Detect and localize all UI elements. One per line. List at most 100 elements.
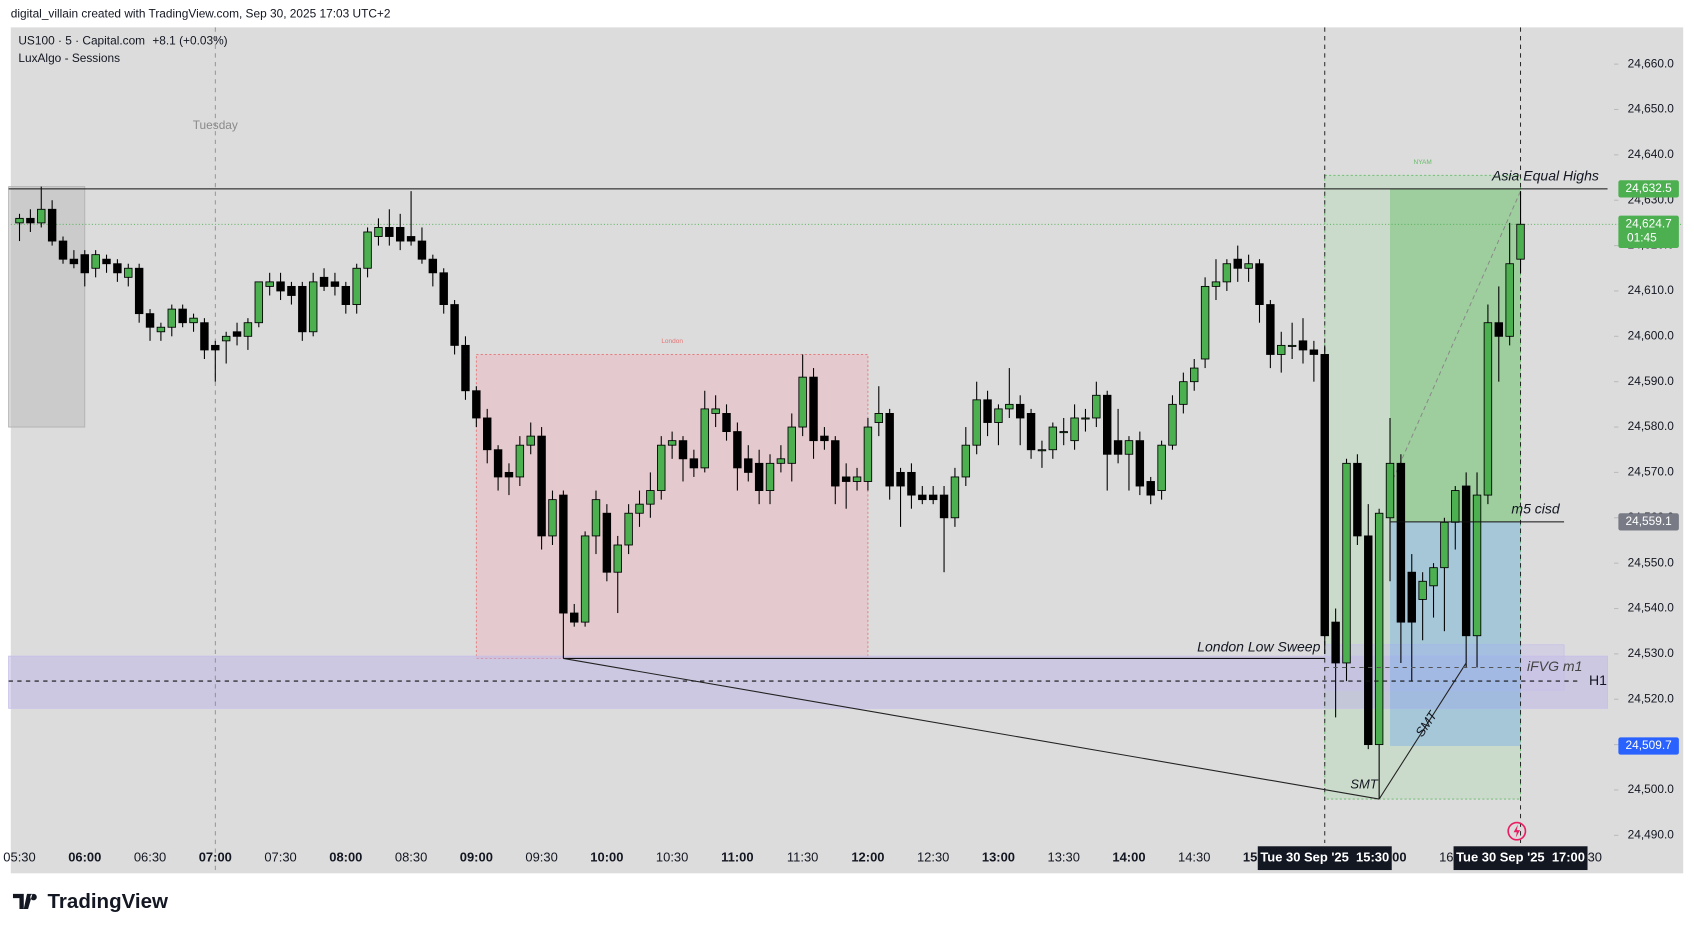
- session-label: NYAM: [1414, 159, 1432, 166]
- candle-body: [820, 435, 829, 442]
- y-tick-label: 24,540.0: [1628, 601, 1675, 615]
- x-tick-label: 09:00: [460, 850, 493, 865]
- candle-body: [461, 344, 470, 392]
- candle-body: [831, 440, 840, 487]
- candle-body: [1353, 462, 1362, 537]
- candle-body: [483, 417, 492, 451]
- candle-body: [472, 390, 481, 419]
- smt-line: [563, 657, 1380, 800]
- candle-body: [841, 476, 851, 482]
- session-label: London: [661, 338, 683, 345]
- candle-body: [1266, 304, 1275, 355]
- candle-body: [330, 281, 340, 287]
- crosshair-time-box: [1453, 846, 1588, 871]
- candle-body: [950, 476, 960, 519]
- candle-body: [1222, 263, 1232, 283]
- annotation-label: m5 cisd: [1511, 501, 1561, 517]
- candle-body: [1200, 285, 1210, 360]
- fvg-band: [8, 655, 1608, 709]
- candle-body: [961, 444, 971, 478]
- candle-body: [646, 490, 655, 505]
- candle-body: [178, 308, 187, 324]
- candle-body: [1026, 413, 1036, 451]
- candle-body: [1418, 580, 1427, 600]
- candle-body: [113, 263, 122, 274]
- annotation-label: H1: [1589, 672, 1607, 688]
- x-tick-label: 06:30: [134, 850, 166, 865]
- price-label: 24,559.1: [1626, 514, 1673, 528]
- candle-body: [200, 322, 209, 351]
- x-tick-label: 11:00: [721, 850, 753, 865]
- y-tick-label: 24,600.0: [1628, 328, 1675, 342]
- annotation-label: London Low Sweep: [1197, 638, 1320, 654]
- x-tick-label: 12:30: [917, 850, 949, 865]
- alert-circle: [1507, 821, 1527, 841]
- candle-body: [26, 217, 35, 224]
- candle-body: [47, 208, 57, 242]
- y-tick-label: 24,500.0: [1628, 782, 1675, 796]
- candle-body: [374, 227, 383, 237]
- candle-body: [134, 267, 144, 315]
- y-tick-label: 24,530.0: [1628, 646, 1675, 660]
- candle-body: [352, 267, 361, 305]
- candle-body: [254, 281, 264, 324]
- candle-body: [308, 281, 318, 333]
- x-tick-label: 13:30: [1047, 850, 1079, 865]
- candle-body: [559, 494, 568, 614]
- price-label-box: [1618, 180, 1679, 198]
- candle-body: [1483, 322, 1493, 496]
- candle-body: [1364, 535, 1373, 746]
- candle-body: [232, 331, 242, 337]
- candle-body: [711, 408, 720, 414]
- brand: TradingView: [48, 890, 169, 913]
- candle-body: [69, 258, 79, 265]
- y-tick-label: 24,640.0: [1628, 147, 1675, 161]
- candle-body: [624, 512, 633, 546]
- alert-bolt: [1513, 824, 1521, 838]
- chart-background: [10, 27, 1684, 874]
- candle-body: [1179, 381, 1188, 405]
- candle-body: [1233, 258, 1242, 269]
- y-tick-label: 24,590.0: [1628, 374, 1675, 388]
- x-tick-label: 10:30: [656, 850, 688, 865]
- candle-body: [678, 440, 688, 460]
- candle-body: [1015, 403, 1025, 419]
- candle-body: [1048, 426, 1058, 451]
- annotation-label: Asia Equal Highs: [1491, 168, 1599, 184]
- candle-body: [265, 281, 274, 287]
- candle-body: [1255, 263, 1264, 305]
- x-tick-label: 07:00: [199, 850, 232, 865]
- price-label: 24,624.7: [1626, 216, 1672, 230]
- candle-body: [1396, 462, 1406, 623]
- candle-body: [852, 476, 862, 482]
- candle-body: [657, 444, 666, 491]
- candle-body: [395, 227, 405, 242]
- y-tick-label: 24,570.0: [1628, 465, 1675, 479]
- candle-body: [1494, 322, 1503, 337]
- candle-body: [406, 236, 416, 242]
- x-tick-label: 07:30: [264, 850, 296, 865]
- session-box: [8, 186, 86, 428]
- change: +8.1 (+0.03%): [152, 34, 227, 48]
- candle-body: [1211, 281, 1221, 287]
- price-label-countdown: 01:45: [1627, 230, 1657, 244]
- candle-body: [602, 512, 612, 573]
- candle-body: [145, 313, 155, 328]
- candle-body: [37, 208, 46, 224]
- candle-body: [570, 612, 579, 623]
- candle-body: [994, 408, 1003, 423]
- candle-body: [744, 458, 753, 473]
- session-box: [475, 354, 869, 659]
- candle-body: [1092, 394, 1101, 419]
- candle-body: [537, 435, 546, 537]
- candle-body: [885, 413, 894, 487]
- candle-body: [667, 440, 677, 446]
- candle-body: [1287, 344, 1297, 347]
- candle-body: [1244, 263, 1253, 269]
- y-tick-label: 24,520.0: [1628, 691, 1675, 705]
- candle-body: [874, 413, 884, 423]
- candle-body: [765, 462, 775, 491]
- candle-body: [1124, 440, 1134, 455]
- candle-body: [907, 471, 916, 496]
